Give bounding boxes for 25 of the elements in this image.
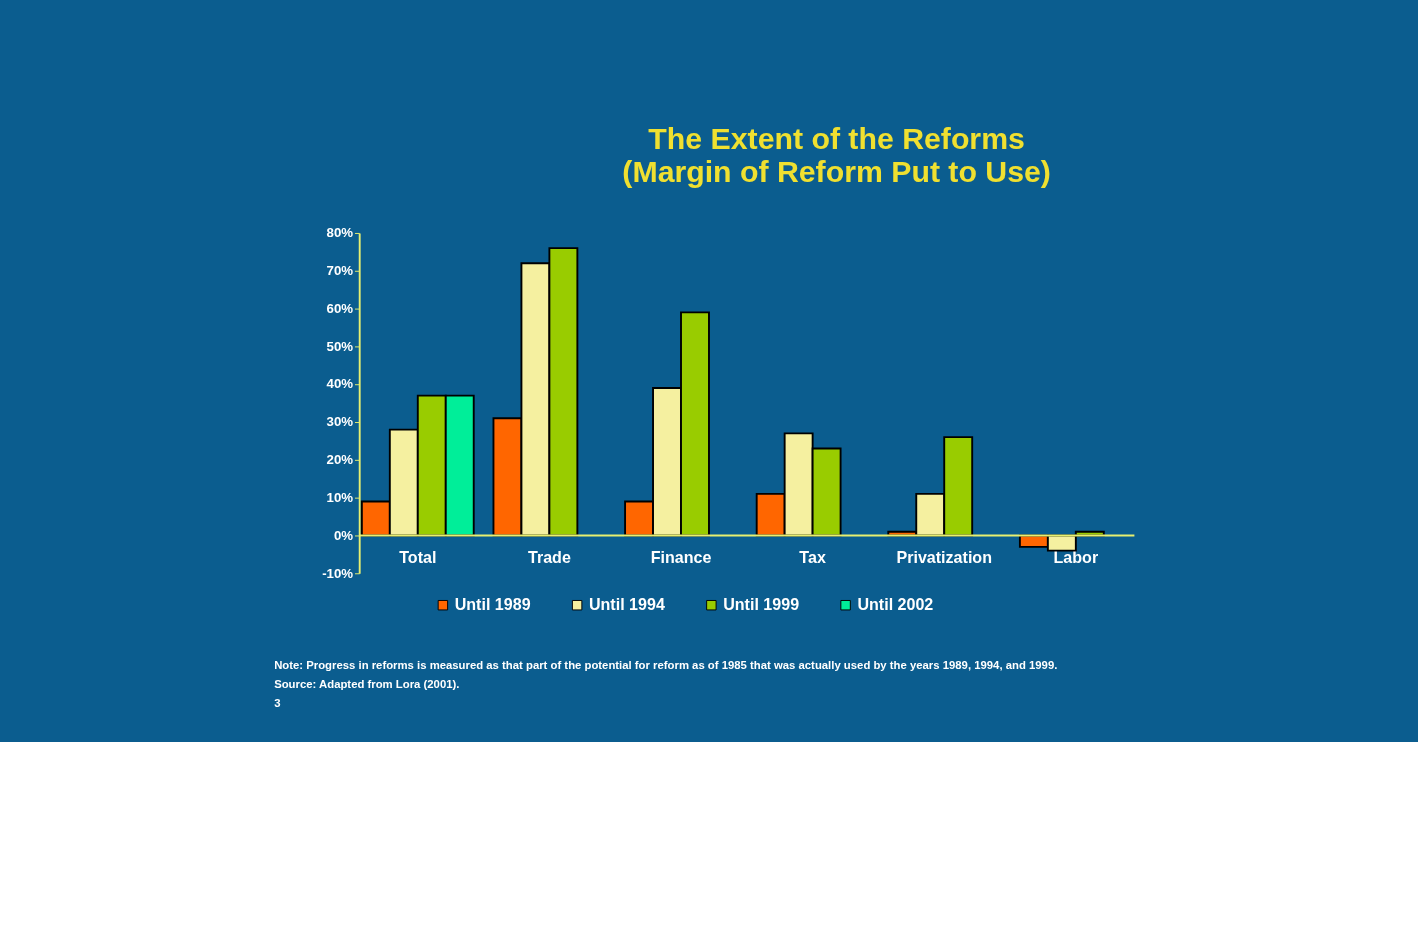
y-tick-label: 20% bbox=[326, 452, 354, 468]
y-tick-label: -10% bbox=[322, 565, 354, 581]
y-tick-label: 50% bbox=[326, 338, 354, 354]
legend-label: Until 1994 bbox=[588, 594, 665, 613]
text: 3 bbox=[274, 696, 281, 709]
x-tick-label: Privatization bbox=[896, 548, 992, 567]
y-tick-label: 70% bbox=[326, 263, 354, 279]
y-tick-label: 10% bbox=[326, 489, 354, 505]
legend-label: Until 2002 bbox=[857, 594, 934, 613]
source-note: Source: Adapted from Lora (2001). bbox=[274, 677, 460, 690]
x-tick-label: Tax bbox=[799, 548, 826, 567]
x-tick-label: Labor bbox=[1053, 548, 1099, 567]
legend-label: Until 1999 bbox=[723, 594, 800, 613]
chart-title: The Extent of the Reforms bbox=[648, 121, 1025, 155]
chart-subtitle: (Margin of Reform Put to Use) bbox=[622, 154, 1051, 188]
y-tick-label: 60% bbox=[326, 300, 354, 316]
x-tick-label: Finance bbox=[650, 548, 712, 567]
x-tick-label: Total bbox=[399, 548, 437, 567]
y-tick-label: 0% bbox=[333, 527, 354, 543]
y-tick-label: 30% bbox=[326, 414, 354, 430]
legend-label: Until 1989 bbox=[454, 594, 531, 613]
x-tick-label: Trade bbox=[527, 548, 571, 567]
y-tick-label: 40% bbox=[326, 376, 354, 392]
y-tick-label: 80% bbox=[326, 225, 354, 241]
text: Note: Progress in reforms is measured as that part of the potential for reform as of 1985 that was actually used by the years 1989, 1994, and 1999. bbox=[274, 658, 1058, 671]
